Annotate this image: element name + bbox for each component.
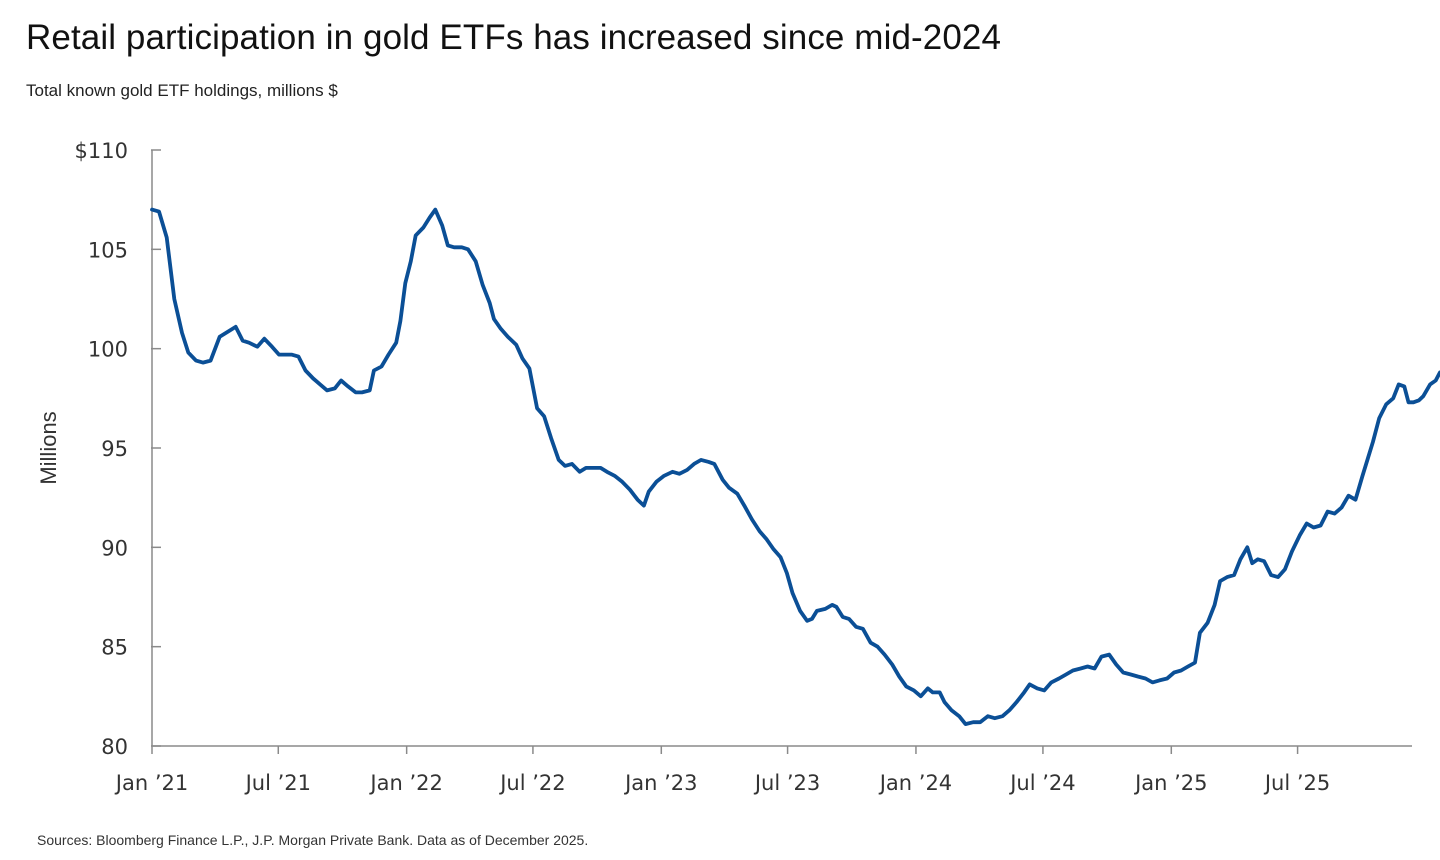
- x-tick-label: Jan ’25: [1133, 771, 1207, 795]
- x-tick-label: Jul ’24: [1008, 771, 1075, 795]
- x-tick-label: Jul ’25: [1263, 771, 1330, 795]
- series-layer: [150, 207, 1440, 726]
- x-tick-label: Jan ’21: [114, 771, 188, 795]
- x-tick-label: Jul ’21: [244, 771, 311, 795]
- chart-subtitle: Total known gold ETF holdings, millions …: [26, 81, 338, 100]
- source-note: Sources: Bloomberg Finance L.P., J.P. Mo…: [37, 832, 589, 848]
- y-axis: 80 85 90 95 100 105 $110: [75, 139, 161, 759]
- series-line: [150, 207, 1440, 726]
- y-tick-label: 85: [101, 636, 128, 660]
- y-tick-label: 95: [101, 437, 128, 461]
- y-tick-label: 90: [101, 536, 128, 560]
- y-tick-label: $110: [75, 139, 128, 163]
- y-axis-title: Millions: [36, 411, 61, 484]
- gold-etf-line-chart: Millions 80 85 90 95 100 105 $110 Jan ’21 Jul ’…: [36, 139, 1440, 795]
- y-tick-label: 80: [101, 735, 128, 759]
- x-axis: Jan ’21 Jul ’21 Jan ’22 Jul ’22 Jan ’23 Jul ’…: [114, 745, 1412, 795]
- y-tick-label: 100: [88, 338, 128, 362]
- chart-title: Retail participation in gold ETFs has in…: [26, 18, 1002, 57]
- y-tick-label: 105: [88, 238, 128, 262]
- x-tick-label: Jan ’23: [623, 771, 697, 795]
- x-tick-label: Jul ’23: [753, 771, 820, 795]
- x-tick-label: Jul ’22: [498, 771, 565, 795]
- x-tick-label: Jan ’22: [368, 771, 442, 795]
- x-tick-label: Jan ’24: [878, 771, 952, 795]
